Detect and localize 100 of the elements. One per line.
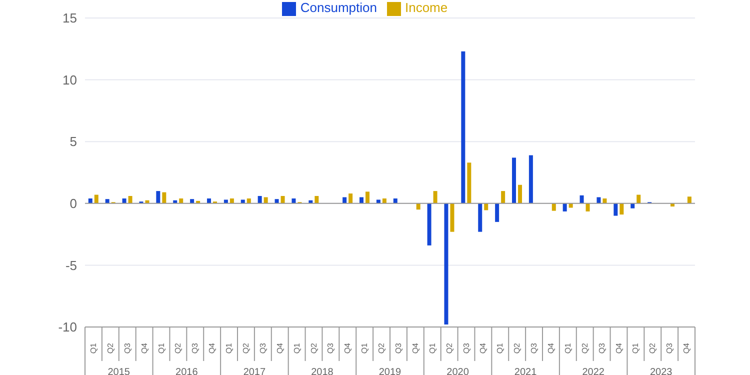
bar — [156, 191, 160, 204]
x-tick-label: Q3 — [122, 342, 132, 354]
bar — [128, 196, 132, 204]
bar — [467, 162, 472, 204]
x-tick-label: Q3 — [326, 342, 336, 354]
x-tick-label: Q2 — [309, 342, 318, 354]
bar — [450, 203, 454, 232]
bar — [88, 198, 92, 204]
bar — [230, 198, 234, 204]
bar — [264, 197, 268, 204]
x-tick-label: Q1 — [631, 342, 640, 354]
bar — [636, 194, 641, 204]
x-tick-label: Q4 — [140, 342, 149, 354]
bar — [382, 198, 386, 204]
bar — [596, 197, 601, 204]
x-tick-label: Q2 — [648, 342, 658, 354]
x-tick-label: Q3 — [258, 342, 268, 354]
x-tick-label: Q3 — [394, 342, 403, 354]
bar — [444, 203, 448, 325]
text: 2018 — [311, 367, 334, 375]
bar — [162, 192, 166, 204]
text: 2022 — [582, 367, 605, 375]
x-tick-label: Q3 — [530, 342, 539, 354]
x-tick-label: Q4 — [208, 342, 217, 354]
x-tick-label: Q3 — [190, 342, 200, 354]
bar — [687, 196, 692, 204]
x-tick-label: Q3 — [597, 342, 606, 354]
text: 2023 — [650, 367, 673, 375]
x-tick-label: Q2 — [377, 342, 386, 354]
bar — [501, 191, 506, 204]
legend-label: Consumption — [300, 0, 377, 15]
bar — [602, 198, 607, 204]
x-tick-label: Q1 — [88, 342, 98, 354]
x-tick-label: Q4 — [410, 342, 420, 354]
x-tick-label: Q3 — [665, 342, 674, 354]
bar — [562, 203, 567, 212]
y-tick-label: 0 — [70, 196, 77, 212]
x-tick-label: Q2 — [512, 342, 522, 354]
x-tick-label: Q1 — [224, 342, 234, 354]
bar — [512, 158, 516, 204]
text: 2021 — [514, 367, 538, 375]
x-tick-label: Q4 — [546, 342, 556, 354]
x-tick-label: Q2 — [580, 342, 590, 354]
x-tick-label: Q2 — [241, 342, 250, 354]
bar — [122, 198, 126, 204]
y-tick-label: 15 — [62, 10, 77, 26]
text: 2020 — [446, 367, 470, 375]
x-tick-label: Q2 — [174, 342, 183, 354]
bar — [478, 203, 482, 232]
y-tick-label: -5 — [65, 258, 77, 273]
bar — [314, 196, 319, 204]
x-tick-label: Q4 — [614, 342, 624, 354]
x-tick-label: Q1 — [496, 342, 505, 354]
y-tick-label: 5 — [70, 134, 77, 150]
bar — [342, 197, 347, 204]
bar — [552, 203, 556, 211]
bar — [495, 203, 500, 222]
bar — [427, 203, 432, 246]
text: 2016 — [176, 367, 198, 375]
bar — [461, 51, 466, 204]
bar — [207, 198, 211, 204]
y-tick-label: 10 — [62, 72, 77, 88]
bar — [274, 199, 279, 204]
text: 2017 — [243, 367, 266, 375]
x-tick-label: Q1 — [563, 342, 572, 354]
x-tick-label: Q1 — [292, 342, 302, 354]
bar — [366, 192, 370, 204]
bar — [246, 198, 251, 204]
x-tick-label: Q1 — [428, 342, 437, 354]
bar — [586, 203, 590, 212]
bar — [528, 155, 533, 204]
x-tick-label: Q1 — [360, 342, 370, 354]
bar — [190, 199, 194, 204]
bar — [376, 200, 380, 204]
x-tick-label: Q1 — [156, 342, 166, 354]
x-tick-label: Q3 — [462, 342, 471, 354]
x-tick-label: Q2 — [106, 342, 115, 354]
bar — [94, 194, 98, 204]
bar — [433, 191, 438, 204]
text: 2015 — [108, 367, 130, 375]
bar — [630, 203, 635, 208]
x-tick-label: Q4 — [478, 342, 488, 354]
y-tick-label: -10 — [58, 320, 77, 335]
legend-label: Income — [404, 0, 448, 15]
bar — [614, 203, 618, 216]
x-tick-label: Q2 — [444, 342, 454, 354]
bar — [518, 184, 522, 204]
bar — [224, 200, 228, 204]
bar — [348, 194, 353, 204]
x-tick-label: Q4 — [682, 342, 692, 354]
x-tick-label: Q4 — [343, 342, 352, 354]
text: 2019 — [378, 367, 402, 375]
bar — [580, 195, 584, 204]
bar — [179, 198, 184, 204]
bar — [240, 200, 245, 204]
bar — [105, 199, 110, 204]
bar — [360, 197, 364, 204]
bar — [280, 196, 285, 204]
bar — [620, 203, 624, 215]
x-tick-label: Q4 — [275, 342, 284, 354]
